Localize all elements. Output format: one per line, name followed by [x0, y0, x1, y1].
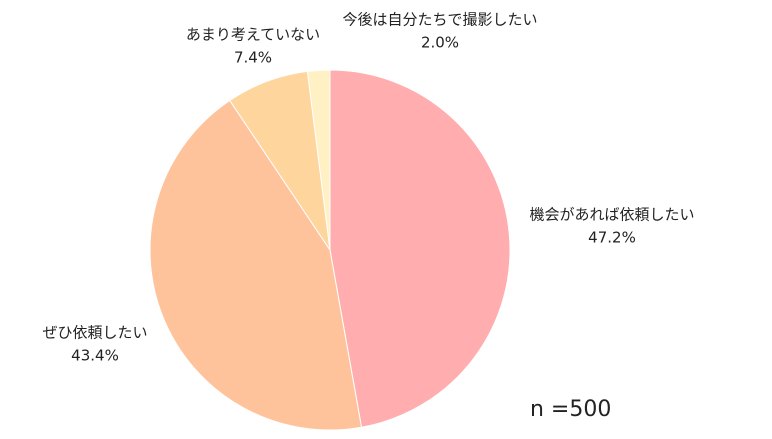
slice-value-label: 47.2%	[588, 229, 636, 247]
slice-label: あまり考えていない	[186, 26, 320, 44]
slice-value-label: 43.4%	[71, 347, 119, 365]
pie-slice	[306, 69, 331, 251]
pie-slice	[329, 69, 511, 428]
pie-slice	[149, 99, 363, 431]
slice-value-label: 7.4%	[234, 49, 272, 67]
slice-label: ぜひ依頼したい	[42, 324, 147, 342]
slice-value-label: 2.0%	[421, 34, 459, 52]
slice-label: 今後は自分たちで撮影したい	[342, 11, 537, 29]
annotation: n =500	[530, 397, 611, 422]
slice-label: 機会があれば依頼したい	[529, 206, 694, 224]
